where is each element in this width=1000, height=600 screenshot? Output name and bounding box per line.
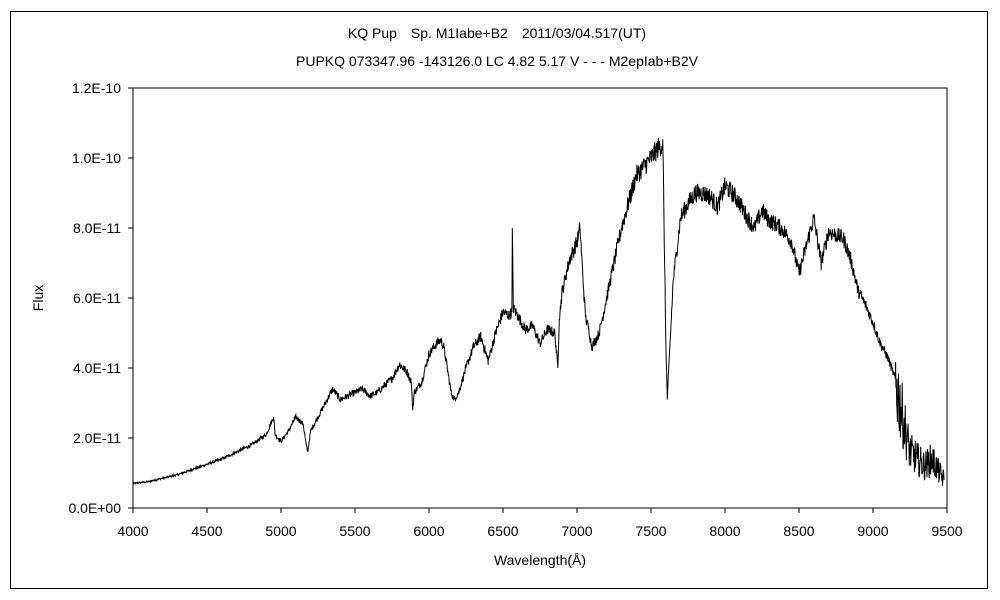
x-tick-label: 8000: [709, 523, 740, 539]
y-tick-label: 0.0E+00: [68, 500, 121, 516]
x-tick-label: 6000: [413, 523, 444, 539]
chart-frame: [10, 11, 988, 589]
chart-subtitle: PUPKQ 073347.96 -143126.0 LC 4.82 5.17 V…: [296, 53, 699, 69]
y-axis-label: Flux: [30, 285, 46, 311]
x-tick-label: 7500: [635, 523, 666, 539]
chart-title: KQ Pup Sp. M1Iabe+B2 2011/03/04.517(UT): [348, 25, 646, 41]
x-tick-label: 9500: [931, 523, 962, 539]
x-tick-label: 5000: [265, 523, 296, 539]
x-tick-label: 5500: [339, 523, 370, 539]
x-axis: 4000 4500 5000 5500 6000 6500 7000 7500 8000 8500…: [117, 508, 963, 539]
y-tick-label: 8.0E-11: [73, 220, 121, 236]
x-axis-label: Wavelength(Å): [494, 552, 586, 568]
y-tick-label: 2.0E-11: [73, 430, 121, 446]
y-tick-label: 1.0E-10: [72, 150, 121, 166]
x-tick-label: 6500: [487, 523, 518, 539]
y-tick-label: 6.0E-11: [73, 290, 121, 306]
y-tick-label: 4.0E-11: [73, 360, 121, 376]
x-tick-label: 8500: [783, 523, 814, 539]
x-tick-label: 4000: [117, 523, 148, 539]
x-tick-label: 9000: [857, 523, 888, 539]
y-axis: 0.0E+00 2.0E-11 4.0E-11 6.0E-11 8.0E-11 1.0E-…: [68, 80, 133, 516]
y-tick-label: 1.2E-10: [72, 80, 121, 96]
x-tick-label: 4500: [191, 523, 222, 539]
plot-area: [132, 87, 948, 509]
x-tick-label: 7000: [561, 523, 592, 539]
spectrum-series-line: [132, 137, 945, 486]
